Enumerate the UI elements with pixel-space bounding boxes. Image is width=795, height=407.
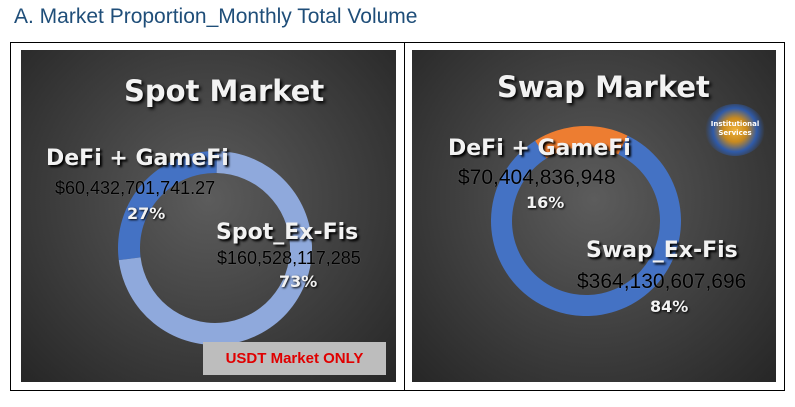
slice-percent-spot-ex-fis: 73% — [279, 272, 318, 291]
slice-value-defi-gamefi: $70,404,836,948 — [458, 166, 616, 189]
swap-market-chart: Swap Market Institutional Services DeFi … — [412, 50, 776, 382]
slice-label-spot-ex-fis: Spot_Ex-Fis — [216, 220, 359, 245]
slice-percent-swap-ex-fis: 84% — [650, 297, 689, 316]
slice-label-defi-gamefi: DeFi + GameFi — [46, 146, 229, 171]
slice-value-swap-ex-fis: $364,130,607,696 — [577, 270, 747, 293]
slice-label-defi-gamefi: DeFi + GameFi — [448, 136, 631, 161]
institutional-services-logo: Institutional Services — [705, 104, 765, 156]
slice-value-defi-gamefi: $60,432,701,741.27 — [55, 178, 216, 198]
chart-title: Spot Market — [124, 74, 325, 108]
chart-title: Swap Market — [497, 70, 710, 104]
slice-percent-defi-gamefi: 16% — [526, 193, 565, 212]
slice-percent-defi-gamefi: 27% — [127, 204, 166, 223]
slice-label-swap-ex-fis: Swap_Ex-Fis — [586, 238, 738, 263]
usdt-market-note: USDT Market ONLY — [203, 342, 386, 375]
logo-text-line2: Services — [718, 129, 752, 137]
frame-divider — [404, 42, 405, 391]
logo-text-line1: Institutional — [710, 120, 760, 128]
section-heading: A. Market Proportion_Monthly Total Volum… — [14, 5, 418, 28]
donut-slice-defi-gamefi — [118, 151, 218, 261]
donut-slice-defi-gamefi — [535, 126, 628, 159]
swap-donut-svg — [491, 126, 681, 316]
slice-value-spot-ex-fis: $160,528,117,285 — [217, 248, 361, 268]
spot-market-chart: Spot Market DeFi + GameFi $60,432,701,74… — [21, 50, 396, 382]
spot-donut-svg — [118, 151, 312, 345]
